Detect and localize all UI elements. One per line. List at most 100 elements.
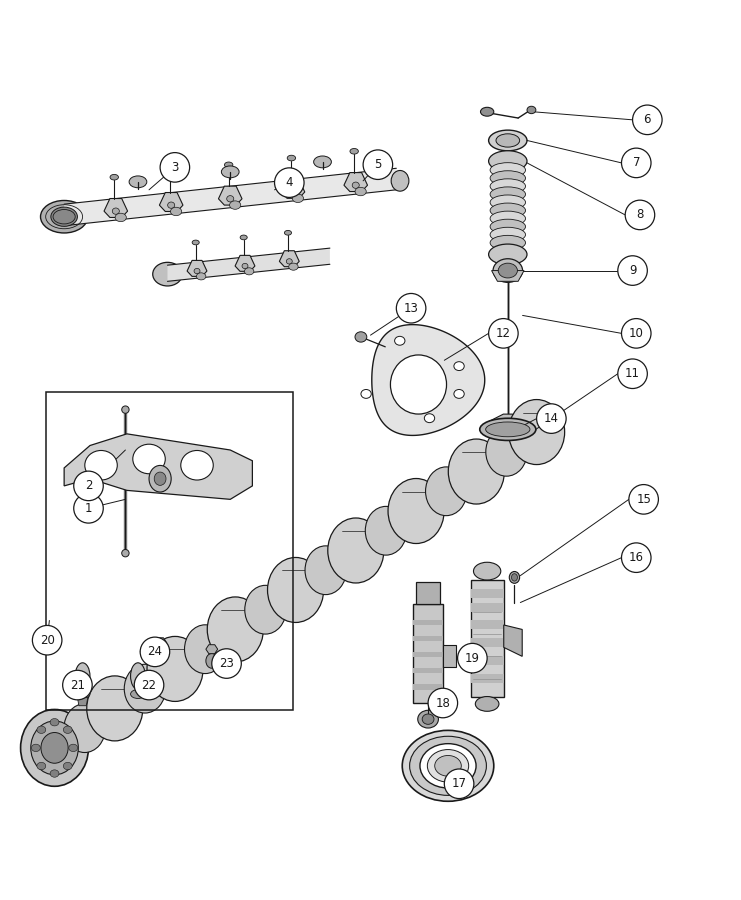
Text: 12: 12 xyxy=(496,327,511,340)
Ellipse shape xyxy=(352,182,359,188)
Ellipse shape xyxy=(422,714,434,724)
Ellipse shape xyxy=(420,743,476,788)
Ellipse shape xyxy=(365,507,407,555)
Ellipse shape xyxy=(618,256,648,285)
Ellipse shape xyxy=(245,268,254,274)
Ellipse shape xyxy=(185,625,226,673)
Ellipse shape xyxy=(425,414,435,423)
Ellipse shape xyxy=(292,194,304,202)
Ellipse shape xyxy=(130,662,145,689)
Polygon shape xyxy=(443,644,456,667)
Ellipse shape xyxy=(288,156,296,161)
Polygon shape xyxy=(471,656,504,665)
Ellipse shape xyxy=(445,769,473,798)
Ellipse shape xyxy=(268,557,324,623)
Polygon shape xyxy=(413,604,443,703)
Ellipse shape xyxy=(486,428,527,476)
Ellipse shape xyxy=(222,166,239,178)
Ellipse shape xyxy=(113,208,119,214)
Ellipse shape xyxy=(50,718,59,726)
Ellipse shape xyxy=(63,762,72,770)
Ellipse shape xyxy=(230,201,241,210)
Text: 20: 20 xyxy=(40,634,55,647)
Ellipse shape xyxy=(41,201,87,233)
Polygon shape xyxy=(413,668,443,673)
Ellipse shape xyxy=(290,189,296,195)
Text: 11: 11 xyxy=(625,367,640,380)
Ellipse shape xyxy=(63,726,72,734)
Ellipse shape xyxy=(274,168,304,197)
Polygon shape xyxy=(471,602,504,611)
Ellipse shape xyxy=(458,644,487,673)
Text: 6: 6 xyxy=(644,113,651,126)
Ellipse shape xyxy=(488,130,527,151)
Ellipse shape xyxy=(488,151,527,171)
Polygon shape xyxy=(77,698,87,706)
Ellipse shape xyxy=(622,319,651,348)
Polygon shape xyxy=(413,684,443,689)
Text: 14: 14 xyxy=(544,412,559,425)
Polygon shape xyxy=(206,644,218,653)
Ellipse shape xyxy=(75,662,90,689)
Ellipse shape xyxy=(496,134,519,147)
Polygon shape xyxy=(471,590,504,598)
Polygon shape xyxy=(471,674,504,683)
Ellipse shape xyxy=(122,406,129,413)
Ellipse shape xyxy=(21,709,88,787)
Ellipse shape xyxy=(391,170,409,191)
Ellipse shape xyxy=(87,676,143,741)
Ellipse shape xyxy=(508,400,565,464)
Ellipse shape xyxy=(170,207,182,216)
Ellipse shape xyxy=(51,207,77,226)
Ellipse shape xyxy=(490,220,525,234)
Ellipse shape xyxy=(622,148,651,177)
Bar xyxy=(46,392,293,710)
Ellipse shape xyxy=(454,362,464,371)
Polygon shape xyxy=(471,580,504,697)
Ellipse shape xyxy=(391,355,447,414)
Text: 9: 9 xyxy=(629,264,637,277)
Ellipse shape xyxy=(74,471,103,500)
Ellipse shape xyxy=(448,439,505,504)
Polygon shape xyxy=(372,325,485,436)
Ellipse shape xyxy=(245,585,286,634)
Ellipse shape xyxy=(192,240,199,245)
Text: 13: 13 xyxy=(404,302,419,315)
Ellipse shape xyxy=(124,664,165,713)
Ellipse shape xyxy=(490,195,525,210)
Text: 3: 3 xyxy=(171,161,179,174)
Ellipse shape xyxy=(488,319,518,348)
Ellipse shape xyxy=(285,230,291,235)
Ellipse shape xyxy=(196,273,206,280)
Ellipse shape xyxy=(84,451,117,480)
Ellipse shape xyxy=(64,704,105,752)
Ellipse shape xyxy=(160,153,190,182)
Ellipse shape xyxy=(130,689,145,698)
Polygon shape xyxy=(413,652,443,657)
Ellipse shape xyxy=(328,518,384,583)
Ellipse shape xyxy=(490,236,525,250)
Ellipse shape xyxy=(388,479,444,544)
Text: 8: 8 xyxy=(637,209,644,221)
Polygon shape xyxy=(104,199,127,218)
Ellipse shape xyxy=(75,689,90,698)
Ellipse shape xyxy=(509,572,519,583)
Text: 18: 18 xyxy=(436,697,451,709)
Ellipse shape xyxy=(490,212,525,226)
Ellipse shape xyxy=(490,203,525,218)
Text: 24: 24 xyxy=(147,645,162,659)
Ellipse shape xyxy=(498,263,517,278)
Polygon shape xyxy=(159,193,183,212)
Ellipse shape xyxy=(154,472,166,485)
Polygon shape xyxy=(504,625,522,656)
Ellipse shape xyxy=(473,562,501,580)
Ellipse shape xyxy=(242,264,248,269)
Polygon shape xyxy=(416,582,440,604)
Ellipse shape xyxy=(355,332,367,342)
Ellipse shape xyxy=(165,168,174,174)
Ellipse shape xyxy=(350,148,359,154)
Text: 19: 19 xyxy=(465,652,480,665)
Ellipse shape xyxy=(355,187,366,195)
Ellipse shape xyxy=(63,670,92,700)
Polygon shape xyxy=(344,173,368,192)
